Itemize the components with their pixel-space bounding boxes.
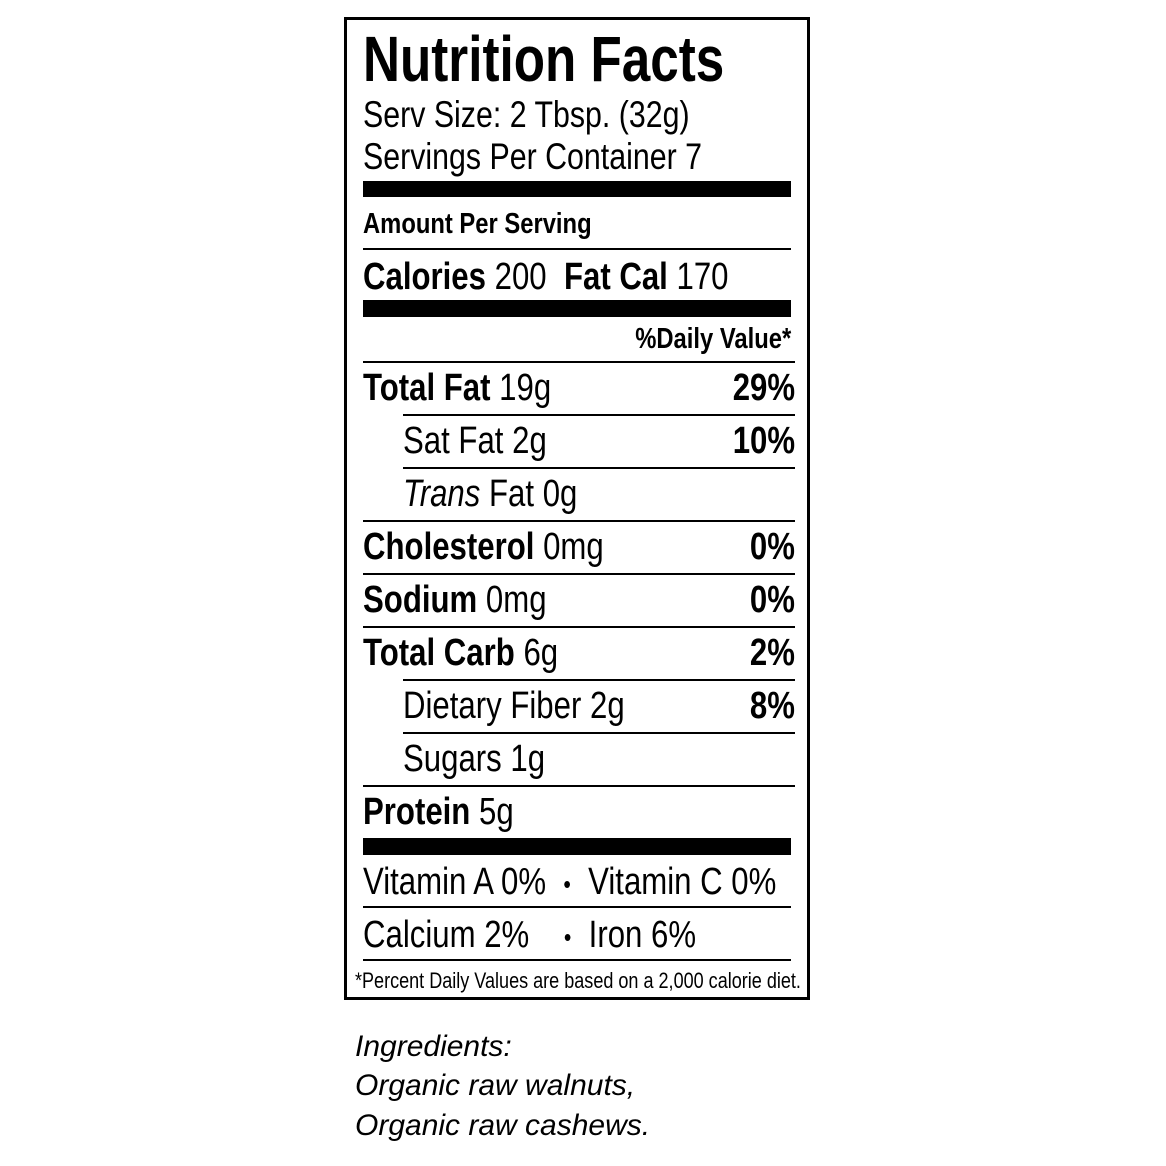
nutrient-row-sodium: Sodium 0mg 0% bbox=[363, 573, 795, 626]
ingredient-item: Organic raw cashews. bbox=[355, 1109, 651, 1142]
daily-value-header: %Daily Value* bbox=[635, 323, 791, 355]
thick-divider bbox=[363, 181, 791, 197]
ingredient-item: Organic raw walnuts, bbox=[355, 1069, 636, 1102]
thick-divider bbox=[363, 838, 791, 855]
nutrient-row-sugars: Sugars 1g bbox=[403, 732, 795, 785]
nutrition-facts-label: Nutrition Facts Serv Size: 2 Tbsp. (32g)… bbox=[344, 17, 810, 1000]
divider bbox=[363, 248, 791, 250]
divider bbox=[363, 959, 791, 961]
nutrient-row-dietary-fiber: Dietary Fiber 2g 8% bbox=[403, 679, 795, 732]
vitamin-row-2: Calcium 2% • Iron 6% bbox=[363, 914, 697, 956]
nutrient-row-sat-fat: Sat Fat 2g 10% bbox=[403, 414, 795, 467]
nutrient-row-trans-fat: Trans Fat 0g bbox=[403, 467, 795, 520]
nutrient-row-total-fat: Total Fat 19g 29% bbox=[363, 361, 795, 414]
nutrient-row-protein: Protein 5g bbox=[363, 785, 795, 838]
thick-divider bbox=[363, 300, 791, 317]
serving-size: Serv Size: 2 Tbsp. (32g) bbox=[363, 94, 690, 135]
amount-per-serving: Amount Per Serving bbox=[363, 208, 592, 240]
nutrient-row-total-carb: Total Carb 6g 2% bbox=[363, 626, 795, 679]
vitamin-row-1: Vitamin A 0% • Vitamin C 0% bbox=[363, 861, 777, 903]
nutrient-row-cholesterol: Cholesterol 0mg 0% bbox=[363, 520, 795, 573]
divider bbox=[363, 906, 791, 908]
calories-row: Calories 200 Fat Cal 170 bbox=[363, 256, 729, 298]
footnote: *Percent Daily Values are based on a 2,0… bbox=[355, 968, 801, 993]
label-title: Nutrition Facts bbox=[363, 23, 725, 95]
ingredients-heading: Ingredients: bbox=[355, 1030, 512, 1063]
servings-per-container: Servings Per Container 7 bbox=[363, 136, 702, 177]
